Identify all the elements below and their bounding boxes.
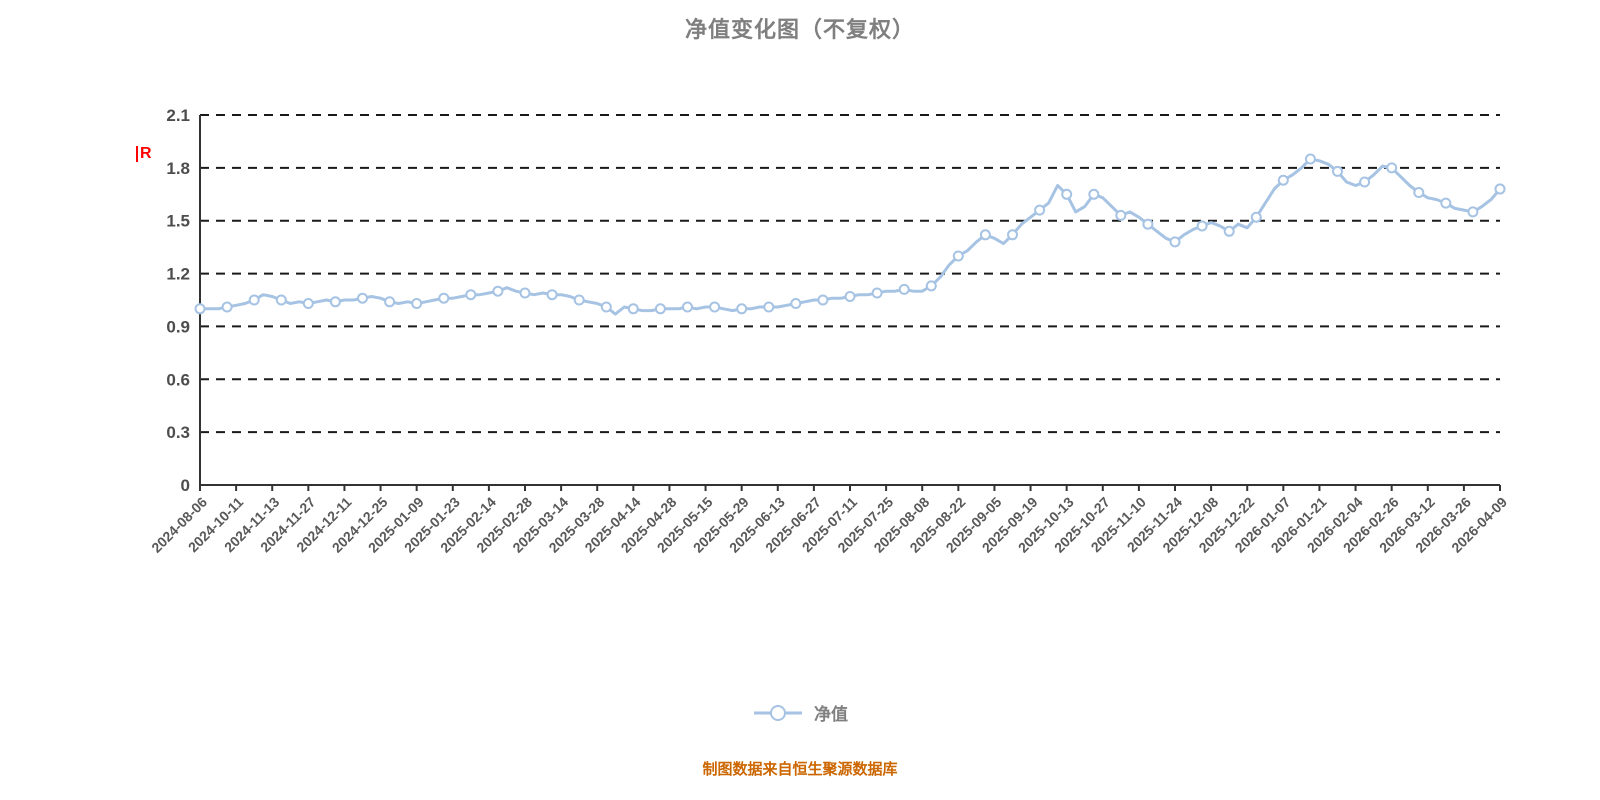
nav-series-markers xyxy=(194,153,1506,315)
svg-text:0: 0 xyxy=(181,476,190,495)
svg-text:1.2: 1.2 xyxy=(166,265,190,284)
svg-text:0.3: 0.3 xyxy=(166,423,190,442)
svg-text:2.1: 2.1 xyxy=(166,106,190,125)
legend-line-marker-icon xyxy=(754,704,802,721)
svg-text:1.8: 1.8 xyxy=(166,159,190,178)
nav-line-chart: 0 0.3 0.6 0.9 1.2 1.5 1.8 2.1 2024-08-062024-10-… xyxy=(148,106,1510,556)
svg-text:1.5: 1.5 xyxy=(166,212,190,231)
chart-title: 净值变化图（不复权） xyxy=(684,17,915,42)
legend-item-nav[interactable]: 净值 xyxy=(0,700,1600,725)
y-axis-labels: 0 0.3 0.6 0.9 1.2 1.5 1.8 2.1 xyxy=(166,106,190,495)
data-source-note: 制图数据来自恒生聚源数据库 xyxy=(702,761,898,778)
r-flag-annotation: R xyxy=(136,146,152,162)
svg-text:0.6: 0.6 xyxy=(166,370,190,389)
svg-text:0.9: 0.9 xyxy=(166,317,190,336)
x-axis-labels: 2024-08-062024-10-112024-11-132024-11-27… xyxy=(148,485,1510,556)
legend-label: 净值 xyxy=(814,705,848,724)
nav-series-line xyxy=(198,157,1502,316)
